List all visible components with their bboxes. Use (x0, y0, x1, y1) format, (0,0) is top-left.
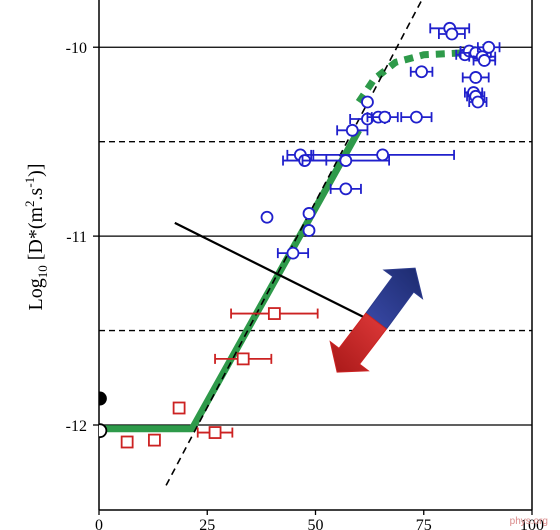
data-point-square (172, 401, 186, 415)
direction-arrows (329, 267, 424, 373)
data-point-circle (339, 182, 353, 196)
data-point-square (208, 426, 222, 439)
data-point-open-circle (99, 423, 108, 439)
grid-lines (99, 46, 532, 426)
data-point-circle (339, 154, 353, 167)
data-point-square (148, 433, 161, 447)
data-point-square (267, 307, 281, 320)
data-point-circle (445, 27, 459, 41)
data-point-circle (471, 95, 485, 109)
y-tick-label: -10 (66, 40, 87, 57)
data-point-circle (302, 207, 316, 220)
data-point-circle (469, 71, 483, 84)
data-point-circle (415, 65, 428, 79)
data-point-circle (302, 224, 316, 237)
data-point-circle (345, 123, 359, 137)
data-points (99, 21, 501, 449)
data-point-filled-circle (99, 391, 107, 406)
x-tick-label: 100 (520, 517, 544, 530)
red-arrow (329, 312, 388, 373)
data-point-circle (378, 110, 392, 124)
data-point-circle (286, 246, 300, 260)
x-tick-label: 0 (95, 517, 103, 530)
x-tick-labels: 0 25 50 75 100 (95, 517, 544, 530)
watermark: phys.org (510, 516, 548, 527)
fit-line-plateau-dotted (355, 43, 486, 104)
data-point-circle (361, 95, 374, 109)
y-tick-labels: -10 -11 -12 (66, 40, 87, 435)
blue-arrow (365, 267, 424, 330)
fit-line-dashed (165, 0, 423, 486)
y-tick-label: -12 (66, 418, 87, 435)
data-point-circle (482, 40, 496, 54)
data-point-circle (376, 148, 390, 162)
data-point-circle (409, 110, 423, 124)
reference-line (174, 221, 373, 323)
x-tick-label: 75 (416, 517, 432, 530)
data-point-square (120, 435, 134, 449)
x-tick-label: 25 (199, 517, 215, 530)
fit-line-green (99, 128, 362, 433)
data-point-square (236, 352, 250, 366)
y-axis-title: Log10 [D*(m2.s-1)] (22, 163, 50, 310)
y-tick-label: -11 (66, 229, 87, 246)
data-point-circle (477, 54, 491, 67)
data-point-circle (260, 210, 274, 224)
x-tick-label: 50 (308, 517, 324, 530)
